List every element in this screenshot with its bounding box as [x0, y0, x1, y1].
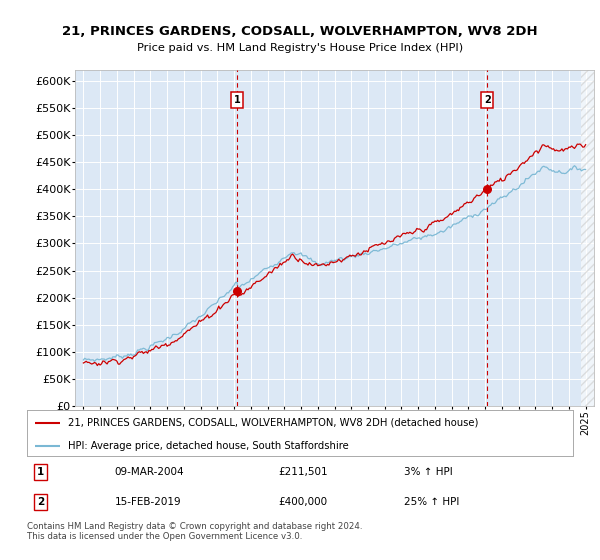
Text: 2: 2 — [484, 95, 491, 105]
Text: 25% ↑ HPI: 25% ↑ HPI — [404, 497, 459, 507]
Point — [482, 185, 492, 194]
Text: 2: 2 — [37, 497, 44, 507]
Point — [232, 287, 242, 296]
Text: 09-MAR-2004: 09-MAR-2004 — [115, 467, 184, 477]
Text: 3% ↑ HPI: 3% ↑ HPI — [404, 467, 452, 477]
Text: 21, PRINCES GARDENS, CODSALL, WOLVERHAMPTON, WV8 2DH: 21, PRINCES GARDENS, CODSALL, WOLVERHAMP… — [62, 25, 538, 38]
Text: HPI: Average price, detached house, South Staffordshire: HPI: Average price, detached house, Sout… — [68, 441, 349, 451]
Text: 1: 1 — [234, 95, 241, 105]
Text: Price paid vs. HM Land Registry's House Price Index (HPI): Price paid vs. HM Land Registry's House … — [137, 43, 463, 53]
Text: 21, PRINCES GARDENS, CODSALL, WOLVERHAMPTON, WV8 2DH (detached house): 21, PRINCES GARDENS, CODSALL, WOLVERHAMP… — [68, 418, 478, 428]
Text: 15-FEB-2019: 15-FEB-2019 — [115, 497, 181, 507]
Text: £400,000: £400,000 — [278, 497, 327, 507]
Text: £211,501: £211,501 — [278, 467, 328, 477]
Text: 1: 1 — [37, 467, 44, 477]
Bar — [581, 70, 594, 406]
Text: Contains HM Land Registry data © Crown copyright and database right 2024.
This d: Contains HM Land Registry data © Crown c… — [27, 522, 362, 542]
